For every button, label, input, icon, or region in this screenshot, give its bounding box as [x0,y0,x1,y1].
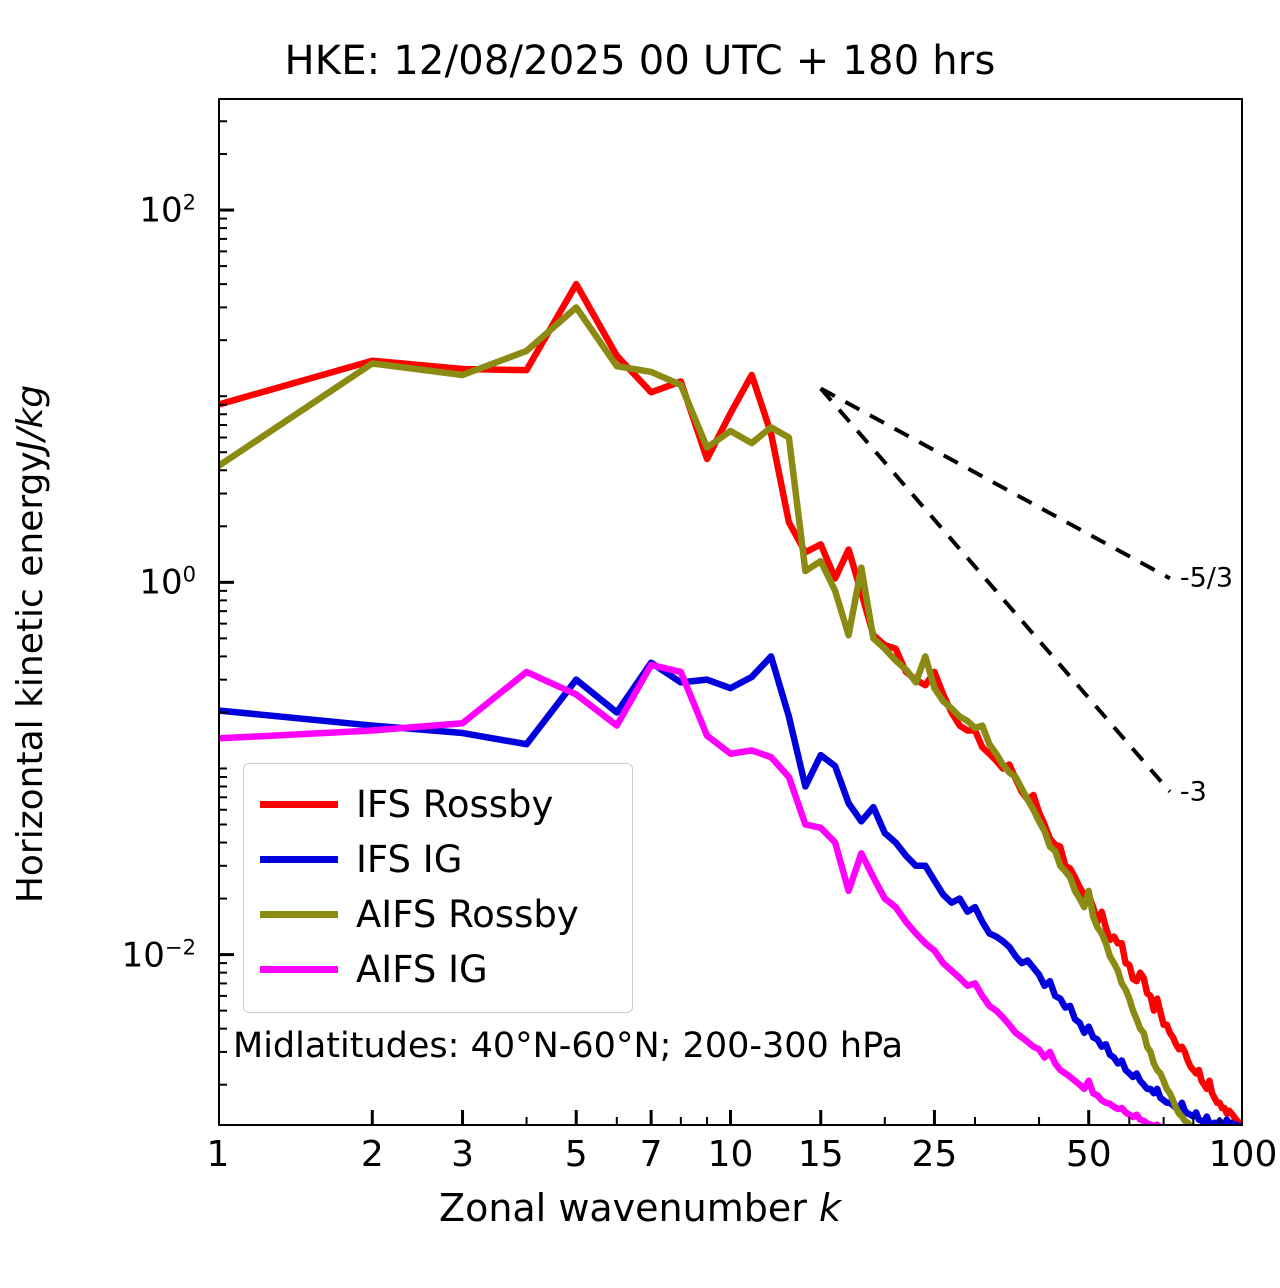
y-tick-label-10²: 102 [139,189,196,231]
axis-canvas [218,98,1243,1126]
x-tick-label-50: 50 [1065,1134,1112,1175]
x-tick-label-7: 7 [639,1134,663,1175]
region-annotation: Midlatitudes: 40°N-60°N; 200-300 hPa [233,1026,904,1066]
legend-item-aifs-rossby[interactable]: AIFS Rossby [260,887,616,942]
series-canvas [218,280,1243,1126]
x-tick-label-100: 100 [1208,1134,1278,1175]
x-tick-label-2: 2 [360,1134,384,1175]
y-tick-label-10⁻²: 10−2 [121,933,196,976]
legend-label: IFS Rossby [356,783,554,826]
x-tick-label-5: 5 [564,1134,588,1175]
legend-item-ifs-ig[interactable]: IFS IG [260,832,616,887]
legend-swatch-icon [260,966,338,973]
series-line-aifs-rossby [218,304,1197,1126]
legend-item-ifs-rossby[interactable]: IFS Rossby [260,777,616,832]
y-axis-label-units: J/kg [9,384,51,452]
x-axis-label: Zonal wavenumber k [0,1186,1280,1230]
legend-label: IFS IG [356,838,463,881]
slope-reference-line-minus-three [819,387,1172,794]
slope-label-five-thirds: -5/3 [1179,562,1234,594]
legend-swatch-icon [260,911,338,918]
x-tick-label-25: 25 [911,1134,958,1175]
legend-label: AIFS IG [356,948,488,991]
x-tick-label-15: 15 [797,1134,844,1175]
chart-title: HKE: 12/08/2025 00 UTC + 180 hrs [284,38,996,84]
legend: IFS Rossby IFS IG AIFS Rossby AIFS IG [243,763,633,1013]
slope-label-minus-three: -3 [1179,776,1207,808]
legend-item-aifs-ig[interactable]: AIFS IG [260,942,616,997]
plot-area [218,98,1243,1126]
x-tick-label-3: 3 [451,1134,474,1175]
x-axis-label-symbol: k [818,1186,841,1230]
x-tick-label-10: 10 [707,1134,754,1175]
series-line-ifs-ig [218,653,1243,1126]
legend-swatch-icon [260,856,338,863]
legend-swatch-icon [260,801,338,808]
series-line-aifs-ig [218,661,1165,1126]
x-tick-label-1: 1 [206,1134,230,1175]
y-tick-label-10⁰: 100 [139,561,196,603]
slope-reference-line-five-thirds [819,386,1171,581]
y-axis-label-text: Horizontal kinetic energy [9,451,51,904]
x-axis-label-text: Zonal wavenumber [439,1186,819,1230]
legend-label: AIFS Rossby [356,893,579,936]
